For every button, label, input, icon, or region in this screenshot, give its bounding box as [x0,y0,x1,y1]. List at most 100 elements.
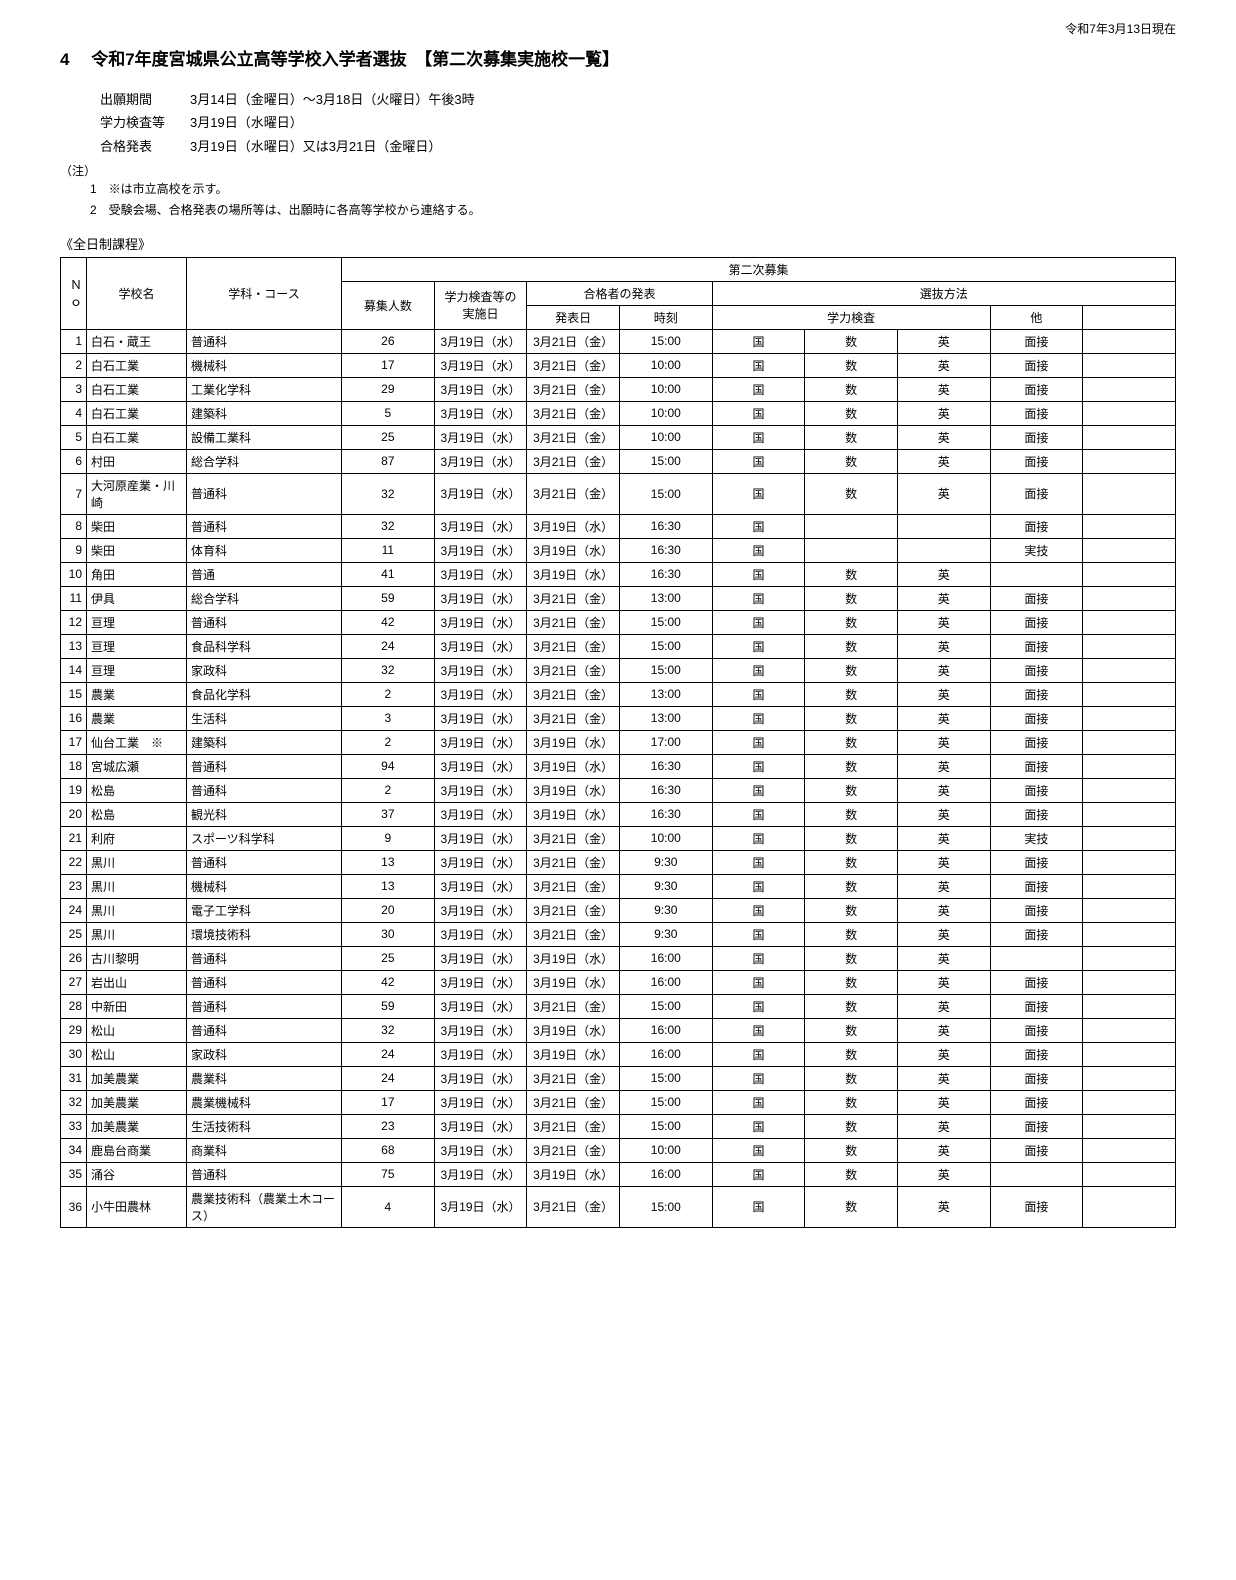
cell-school: 古川黎明 [87,946,187,970]
cell-no: 20 [61,802,87,826]
cell-capacity: 42 [342,970,435,994]
cell-sub1: 国 [712,922,805,946]
cell-time: 15:00 [619,634,712,658]
table-row: 8柴田普通科323月19日（水）3月19日（水）16:30国面接 [61,514,1176,538]
cell-extra [1083,1018,1176,1042]
cell-sub1: 国 [712,730,805,754]
cell-sub3: 英 [897,449,990,473]
cell-annc: 3月21日（金） [527,634,620,658]
cell-sub3: 英 [897,946,990,970]
cell-sub1: 国 [712,353,805,377]
cell-other: 面接 [990,730,1083,754]
cell-sub1: 国 [712,682,805,706]
cell-time: 16:30 [619,514,712,538]
th-school: 学校名 [87,257,187,329]
cell-extra [1083,425,1176,449]
cell-other [990,562,1083,586]
table-row: 35涌谷普通科753月19日（水）3月19日（水）16:00国数英 [61,1162,1176,1186]
cell-no: 15 [61,682,87,706]
cell-time: 15:00 [619,658,712,682]
cell-time: 16:30 [619,562,712,586]
cell-school: 松山 [87,1042,187,1066]
cell-time: 16:00 [619,946,712,970]
table-row: 10角田普通413月19日（水）3月19日（水）16:30国数英 [61,562,1176,586]
cell-extra [1083,538,1176,562]
cell-no: 28 [61,994,87,1018]
cell-sub3: 英 [897,922,990,946]
cell-exam: 3月19日（水） [434,970,527,994]
cell-time: 16:30 [619,778,712,802]
cell-no: 19 [61,778,87,802]
cell-extra [1083,473,1176,514]
cell-no: 29 [61,1018,87,1042]
th-dept: 学科・コース [187,257,342,329]
cell-capacity: 2 [342,778,435,802]
th-announce: 合格者の発表 [527,281,712,305]
cell-time: 15:00 [619,473,712,514]
cell-capacity: 75 [342,1162,435,1186]
table-row: 15農業食品化学科23月19日（水）3月21日（金）13:00国数英面接 [61,682,1176,706]
cell-sub3: 英 [897,425,990,449]
cell-school: 加美農業 [87,1066,187,1090]
cell-dept: 普通科 [187,473,342,514]
cell-sub3: 英 [897,401,990,425]
cell-dept: 普通科 [187,850,342,874]
cell-capacity: 32 [342,514,435,538]
cell-sub2: 数 [805,329,898,353]
cell-time: 15:00 [619,329,712,353]
cell-sub2: 数 [805,922,898,946]
cell-other: 面接 [990,1042,1083,1066]
cell-no: 7 [61,473,87,514]
cell-school: 農業 [87,682,187,706]
cell-annc: 3月19日（水） [527,730,620,754]
cell-extra [1083,610,1176,634]
cell-time: 16:00 [619,1042,712,1066]
info-block: 出願期間3月14日（金曜日）～3月18日（火曜日）午後3時学力検査等3月19日（… [100,88,1176,158]
th-other: 他 [990,305,1083,329]
cell-extra [1083,1138,1176,1162]
table-row: 30松山家政科243月19日（水）3月19日（水）16:00国数英面接 [61,1042,1176,1066]
cell-capacity: 11 [342,538,435,562]
info-label: 合格発表 [100,135,190,158]
cell-sub1: 国 [712,425,805,449]
cell-school: 亘理 [87,610,187,634]
cell-extra [1083,329,1176,353]
cell-no: 27 [61,970,87,994]
cell-annc: 3月19日（水） [527,1162,620,1186]
cell-sub3: 英 [897,634,990,658]
cell-capacity: 13 [342,850,435,874]
cell-sub3: 英 [897,377,990,401]
cell-sub3: 英 [897,970,990,994]
cell-other: 面接 [990,1018,1083,1042]
page-title: 4 令和7年度宮城県公立高等学校入学者選抜 【第二次募集実施校一覧】 [60,45,1176,70]
cell-capacity: 32 [342,1018,435,1042]
cell-annc: 3月21日（金） [527,425,620,449]
cell-sub3: 英 [897,754,990,778]
th-second-round: 第二次募集 [342,257,1176,281]
cell-dept: 普通 [187,562,342,586]
cell-capacity: 59 [342,586,435,610]
cell-school: 柴田 [87,514,187,538]
cell-capacity: 17 [342,1090,435,1114]
title-number: 4 [60,50,69,69]
cell-annc: 3月21日（金） [527,658,620,682]
cell-sub1: 国 [712,1090,805,1114]
cell-annc: 3月21日（金） [527,922,620,946]
cell-other: 面接 [990,425,1083,449]
cell-other: 面接 [990,377,1083,401]
cell-other: 面接 [990,1138,1083,1162]
cell-time: 9:30 [619,922,712,946]
cell-no: 21 [61,826,87,850]
cell-sub1: 国 [712,1066,805,1090]
cell-school: 松島 [87,802,187,826]
cell-annc: 3月21日（金） [527,994,620,1018]
cell-capacity: 94 [342,754,435,778]
table-row: 33加美農業生活技術科233月19日（水）3月21日（金）15:00国数英面接 [61,1114,1176,1138]
cell-annc: 3月21日（金） [527,706,620,730]
cell-capacity: 24 [342,634,435,658]
cell-sub2: 数 [805,898,898,922]
cell-sub1: 国 [712,634,805,658]
cell-sub2: 数 [805,1114,898,1138]
note-label: （注） [60,162,1176,179]
cell-exam: 3月19日（水） [434,610,527,634]
